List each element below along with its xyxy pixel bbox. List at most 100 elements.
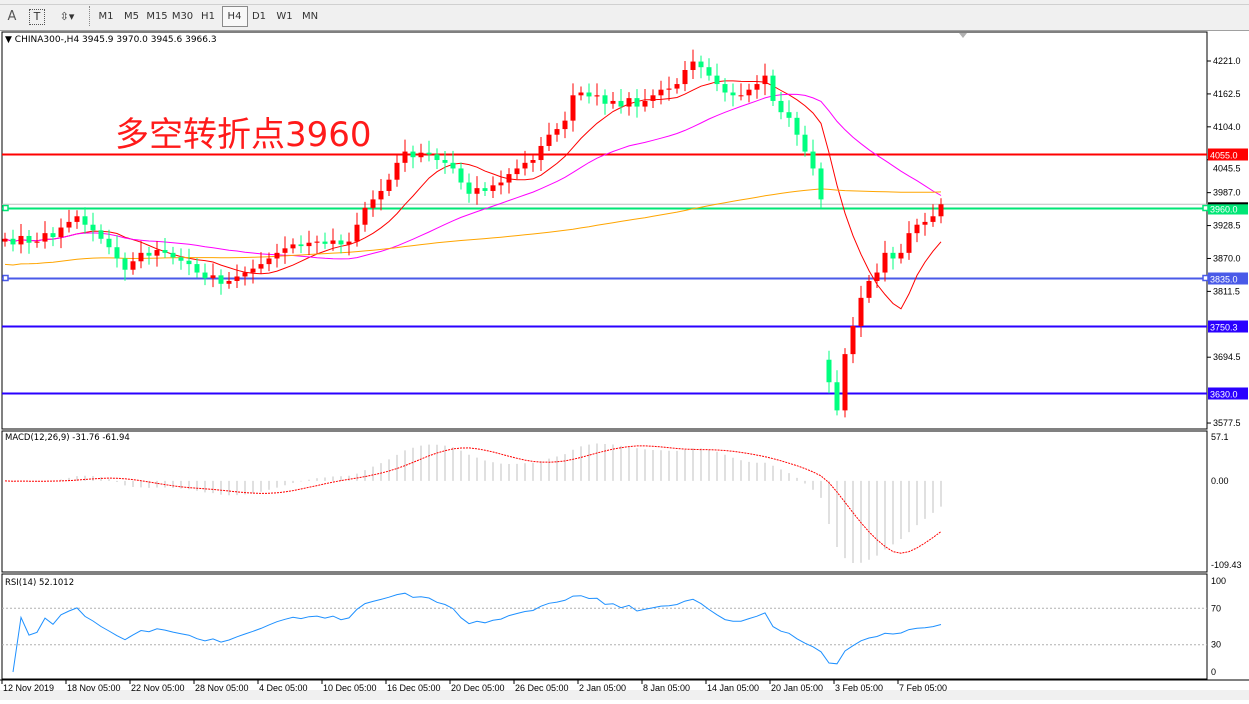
candle-body [810, 151, 816, 169]
chart-header: ▼ CHINA300-,H4 3945.9 3970.0 3945.6 3966… [5, 35, 217, 45]
candle-body [98, 230, 104, 239]
timeframe-mn-button[interactable]: MN [301, 11, 319, 22]
arrows-tool-dropdown[interactable]: ⇳▾ [54, 7, 80, 27]
candle-body [802, 134, 808, 152]
candle-body [858, 297, 864, 326]
macd-label: MACD(12,26,9) -31.76 -61.94 [5, 433, 130, 443]
price-label-3960.0: 3960.0 [1210, 205, 1238, 215]
candle-body [474, 188, 480, 194]
candle-body [586, 92, 592, 97]
time-axis-label: 16 Dec 05:00 [387, 683, 441, 693]
text-tool-button[interactable]: A [7, 9, 17, 24]
candle-body [258, 264, 264, 269]
price-label-3750.3: 3750.3 [1210, 323, 1238, 333]
rsi-tick-label: 100 [1211, 576, 1226, 586]
candle-body [442, 160, 448, 163]
line-handle[interactable] [1202, 204, 1209, 212]
candle-body [746, 89, 752, 96]
time-axis-label: 10 Dec 05:00 [323, 683, 377, 693]
candle-body [562, 120, 568, 130]
candle-body [554, 129, 560, 135]
candle-body [698, 61, 704, 68]
candle-body [218, 275, 224, 284]
timeframe-m30-button[interactable]: M30 [171, 11, 194, 22]
line-handle[interactable] [2, 204, 9, 212]
collapse-triangle-icon[interactable]: ▼ [5, 35, 15, 45]
macd-tick-label: 57.1 [1211, 432, 1229, 442]
candle-body [330, 240, 336, 244]
candle-body [674, 84, 680, 89]
candle-body [898, 252, 904, 259]
line-handle[interactable] [1202, 274, 1209, 282]
candle-body [66, 221, 72, 228]
candle-body [570, 95, 576, 121]
candle-body [106, 238, 112, 248]
chart-shift-marker-icon[interactable] [959, 33, 967, 38]
price-tick-label: 4221.0 [1213, 56, 1241, 66]
toolbar: A T ⇳▾ M1 M5 M15 M30 H1 H4 D1 W1 MN [0, 0, 1249, 31]
candle-body [90, 224, 96, 231]
toolbar-grip[interactable] [89, 6, 91, 26]
timeframe-d1-button[interactable]: D1 [251, 11, 267, 22]
text-label-tool-button[interactable]: T [29, 9, 45, 25]
headline-annotation[interactable]: 多空转折点3960 [115, 115, 372, 155]
candle-body [186, 260, 192, 265]
timeframe-h1-button[interactable]: H1 [201, 11, 215, 22]
candle-body [402, 151, 408, 163]
rsi-tick-label: 30 [1211, 640, 1221, 650]
rsi-tick-label: 70 [1211, 603, 1221, 613]
candle-body [290, 244, 296, 249]
candle-body [466, 182, 472, 194]
candle-body [146, 252, 152, 256]
candle-body [282, 248, 288, 253]
candle-body [482, 188, 488, 191]
chart-canvas: 4221.0 4162.5 4104.0 4045.5 3987.0 3928.5 3870… [0, 31, 1249, 700]
price-tick-label: 3870.0 [1213, 253, 1241, 263]
time-axis-label: 22 Nov 05:00 [131, 683, 185, 693]
candle-body [74, 216, 80, 222]
price-label-3630.0: 3630.0 [1210, 390, 1238, 400]
candle-body [682, 70, 688, 85]
candle-body [666, 88, 672, 90]
candle-body [842, 354, 848, 411]
candle-body [122, 258, 128, 270]
price-label-bg [1208, 202, 1248, 215]
candle-body [530, 160, 536, 163]
arrows-icon: ⇳▾ [59, 10, 75, 23]
price-tick-label: 4045.5 [1213, 164, 1241, 174]
rsi-label: RSI(14) 52.1012 [5, 578, 75, 588]
candle-body [370, 199, 376, 208]
price-tick-label: 3811.5 [1213, 286, 1240, 296]
candle-body [730, 92, 736, 96]
timeframe-m1-button[interactable]: M1 [98, 11, 114, 22]
candle-body [346, 241, 352, 245]
candle-body [850, 325, 856, 355]
moving-average-60 [4, 188, 942, 266]
candle-body [818, 168, 824, 200]
candle-body [722, 84, 728, 93]
candle-body [114, 247, 120, 259]
candle-body [506, 174, 512, 183]
time-axis-label: 7 Feb 05:00 [899, 683, 947, 693]
candle-body [50, 233, 56, 238]
candle-body [770, 75, 776, 101]
line-handle[interactable] [2, 274, 9, 282]
timeframe-w1-button[interactable]: W1 [276, 11, 293, 22]
price-tick-label: 3577.5 [1213, 418, 1241, 428]
candle-body [754, 84, 760, 90]
chart-window: 4221.0 4162.5 4104.0 4045.5 3987.0 3928.5 3870… [0, 31, 1249, 700]
candle-body [2, 238, 8, 242]
time-axis-label: 12 Nov 2019 [3, 683, 54, 693]
candle-body [18, 235, 24, 245]
candle-body [250, 268, 256, 273]
candle-body [242, 272, 248, 277]
candle-body [226, 280, 232, 284]
candle-body [626, 98, 632, 107]
timeframe-m5-button[interactable]: M5 [124, 11, 139, 22]
price-label-bg [1208, 320, 1248, 333]
candle-body [834, 382, 840, 411]
timeframe-h4-button[interactable]: H4 [221, 6, 248, 27]
rsi-line [12, 592, 942, 673]
price-tick-label: 4104.0 [1213, 122, 1241, 132]
timeframe-m15-button[interactable]: M15 [146, 11, 168, 22]
